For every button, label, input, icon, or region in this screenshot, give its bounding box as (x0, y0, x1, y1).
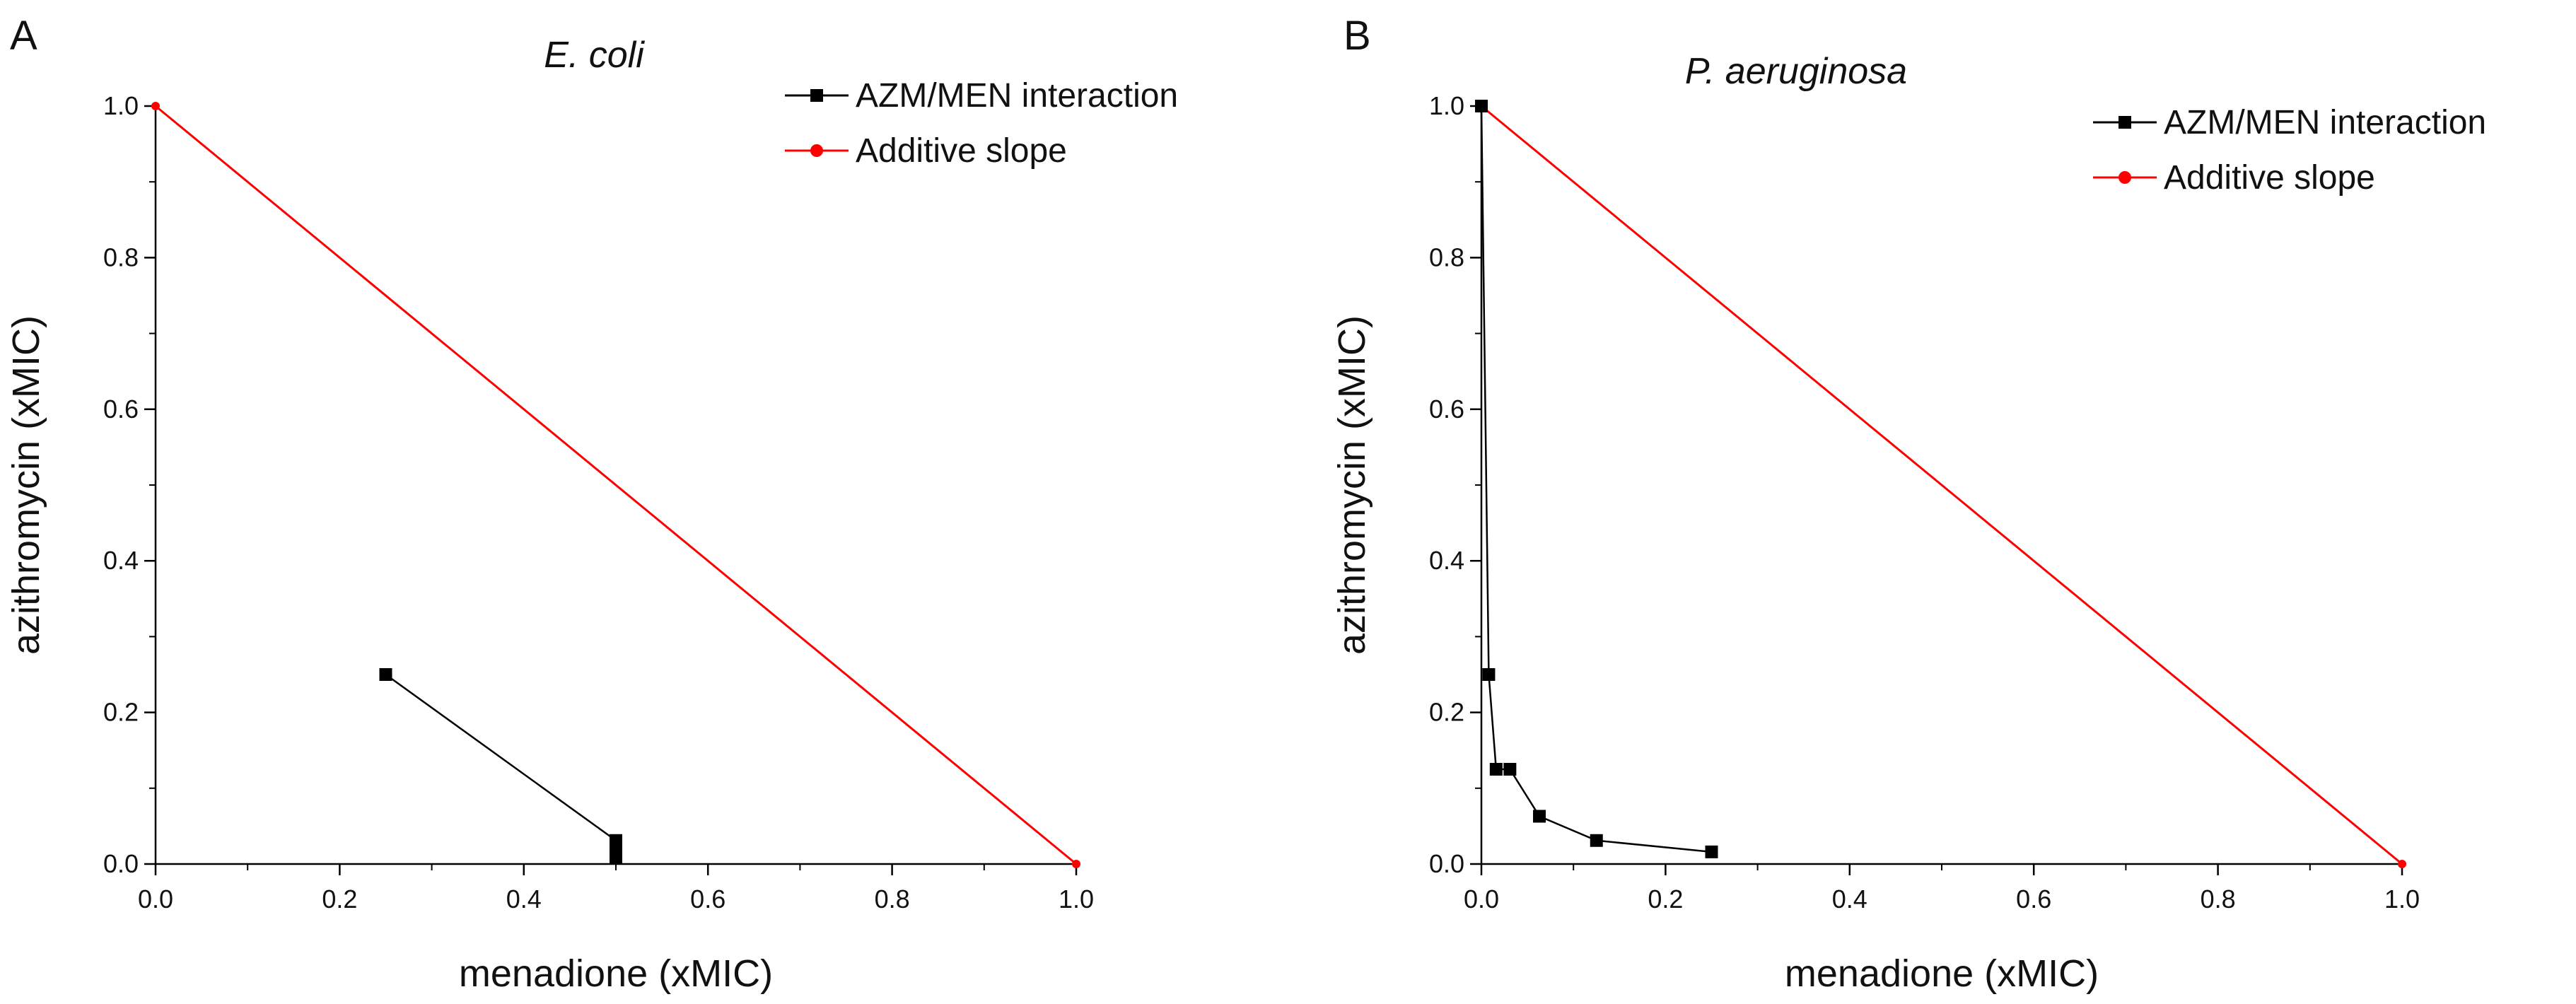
panel-a-x-tick-label: 0.6 (690, 885, 725, 913)
panel-b: B P. aeruginosa 0.0 0.2 0.4 0.6 0.8 1.0 0.0 0.2 0.… (1331, 13, 2486, 995)
panel-b-x-tick-label: 0.2 (1648, 885, 1683, 913)
panel-a-additive-slope-point (1072, 860, 1080, 868)
panel-b-x-tick-label: 0.0 (1464, 885, 1499, 913)
panel-b-x-tick-label: 0.4 (1832, 885, 1867, 913)
panel-b-y-tick-label: 0.6 (1429, 395, 1464, 424)
panel-a-additive-slope-point (151, 102, 160, 110)
panel-a-legend-azm-men-interaction-label: AZM/MEN interaction (856, 77, 1178, 115)
panel-b-x-axis-label: menadione (xMIC) (1785, 952, 2099, 995)
panel-b-azm-men-interaction-point (1503, 763, 1517, 776)
panel-b-azm-men-interaction-point (1475, 100, 1488, 112)
panel-a-legend-azm-men-interaction-marker (810, 89, 823, 102)
panel-a-azm-men-interaction-point (610, 834, 622, 847)
panel-b-y-tick-label: 1.0 (1429, 91, 1464, 120)
panel-a-azm-men-interaction-point (379, 668, 392, 681)
panel-b-additive-slope-line (1481, 105, 2403, 865)
panel-a-y-tick-label: 0.0 (103, 849, 139, 878)
panel-b-legend-additive-slope-marker (2119, 171, 2131, 184)
panel-a-azm-men-interaction-point (610, 851, 622, 865)
panel-a-y-tick-label: 0.2 (103, 698, 139, 727)
panel-a-additive-slope-line (155, 105, 1077, 865)
panel-b-x-tick-label: 0.8 (2201, 885, 2236, 913)
panel-a-x-tick-label: 0.2 (322, 885, 357, 913)
panel-a-y-axis-label: azithromycin (xMIC) (5, 315, 47, 655)
panel-b-legend-additive-slope-label: Additive slope (2164, 159, 2375, 197)
panel-b-legend-azm-men-interaction-marker (2119, 116, 2131, 129)
panel-b-azm-men-interaction-line (1480, 105, 1712, 853)
panel-b-legend-azm-men-interaction-label: AZM/MEN interaction (2164, 104, 2486, 141)
panel-a-y-tick-label: 0.6 (103, 395, 139, 424)
panel-b-azm-men-interaction-point (1533, 810, 1546, 823)
panel-b-azm-men-interaction-point (1482, 668, 1496, 681)
panel-a-x-axis-label: menadione (xMIC) (459, 952, 773, 995)
panel-a: A E. coli 0.0 0.2 0.4 0.6 0.8 1.0 0.0 0.2 0.4 0.6 0.… (5, 13, 1178, 995)
panel-a-x-tick-label: 0.0 (138, 885, 173, 913)
panel-a-x-tick-label: 0.4 (506, 885, 542, 913)
panel-a-legend-additive-slope-marker (810, 144, 823, 157)
panel-b-y-tick-label: 0.0 (1429, 849, 1464, 878)
panel-a-letter: A (10, 13, 37, 59)
panel-b-y-tick-label: 0.4 (1429, 546, 1464, 575)
panel-a-y-tick-label: 0.8 (103, 243, 139, 272)
panel-b-azm-men-interaction-point (1590, 834, 1603, 847)
panel-b-title: P. aeruginosa (1685, 51, 1907, 92)
panel-a-azm-men-interaction-line (385, 673, 617, 858)
panel-a-x-tick-label: 1.0 (1059, 885, 1094, 913)
panel-b-azm-men-interaction-point (1489, 763, 1503, 776)
panel-a-y-tick-label: 0.4 (103, 546, 139, 575)
panel-b-additive-slope-point (2398, 860, 2406, 868)
panel-a-x-tick-label: 0.8 (875, 885, 910, 913)
panel-b-y-tick-label: 0.2 (1429, 698, 1464, 727)
panel-a-title: E. coli (544, 35, 645, 76)
panel-b-x-tick-label: 1.0 (2384, 885, 2420, 913)
panel-b-y-tick-label: 0.8 (1429, 243, 1464, 272)
panel-b-azm-men-interaction-point (1705, 845, 1718, 858)
panel-b-letter: B (1344, 13, 1371, 59)
panel-a-legend-additive-slope-label: Additive slope (856, 132, 1067, 170)
panel-a-y-tick-label: 1.0 (103, 91, 139, 120)
panel-b-y-axis-label: azithromycin (xMIC) (1331, 315, 1373, 655)
panel-b-x-tick-label: 0.6 (2016, 885, 2051, 913)
